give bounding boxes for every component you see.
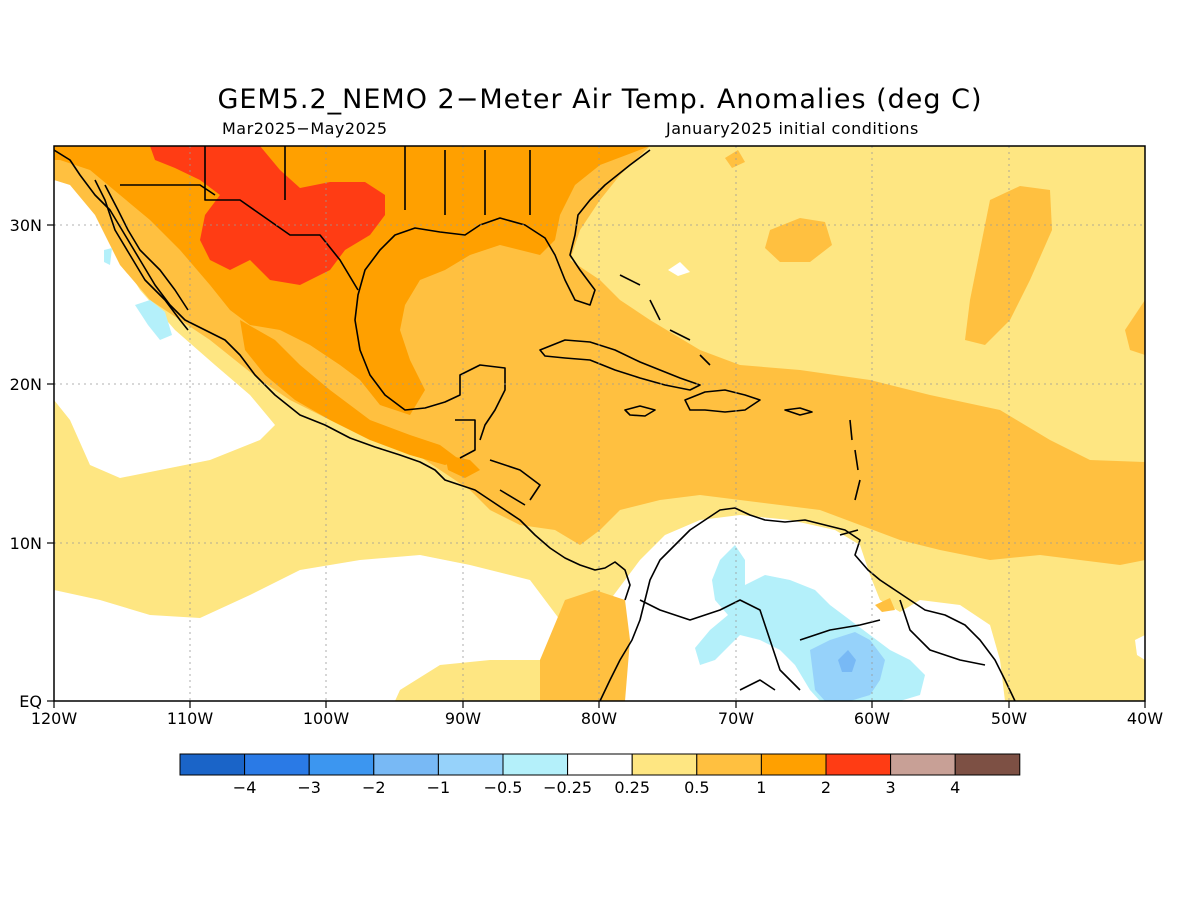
lon-label-100W: 100W xyxy=(303,709,350,728)
colorbar-label: 0.25 xyxy=(614,778,650,797)
coastlines xyxy=(54,146,1016,701)
colorbar-swatch xyxy=(308,753,375,776)
colorbar-swatch xyxy=(179,753,246,776)
anomaly-1-2-region-central-am xyxy=(445,455,480,478)
lat-label-30N: 30N xyxy=(10,216,42,235)
anomaly-0.5-1-region-atlantic-north xyxy=(765,218,832,262)
anomaly-1-2-region-pacific-coast xyxy=(240,320,460,465)
colorbar-label: 3 xyxy=(886,778,896,797)
colorbar-label: −1 xyxy=(427,778,451,797)
coastline-hispaniola xyxy=(684,389,761,413)
anomaly-field xyxy=(54,146,1145,701)
neutral-region-east-pacific xyxy=(54,555,560,701)
coastline-south-america xyxy=(599,507,1016,701)
lon-label-110W: 110W xyxy=(167,709,214,728)
neutral-region-east-edge xyxy=(1135,635,1145,660)
coastline-north-america xyxy=(54,149,631,601)
coastline-puerto-rico xyxy=(784,407,813,416)
colorbar-label: 0.5 xyxy=(684,778,709,797)
axis-ticks xyxy=(47,224,1146,708)
country-borders-south-america xyxy=(639,599,986,691)
lon-label-80W: 80W xyxy=(581,709,617,728)
anomaly-0.5-1-region-small-south xyxy=(875,598,895,612)
colorbar: −4 −3 −2 −1 −0.5 −0.25 0.25 0.5 1 2 3 4 xyxy=(179,753,1021,797)
colorbar-swatch xyxy=(890,753,956,776)
colorbar-swatch xyxy=(696,753,762,776)
initial-conditions: January2025 initial conditions xyxy=(666,119,919,138)
anomaly-neg-0.5-region-pacific-small xyxy=(104,248,112,265)
lat-label-20N: 20N xyxy=(10,375,42,394)
country-borders-north-america xyxy=(120,146,531,291)
graticule xyxy=(54,146,1145,701)
anomaly-neg-0.5-region-pacific xyxy=(135,300,172,340)
colorbar-swatch xyxy=(954,753,1021,776)
coastline-jamaica xyxy=(624,405,656,417)
colorbar-swatch xyxy=(244,753,310,776)
colorbar-label: 4 xyxy=(950,778,960,797)
lon-label-50W: 50W xyxy=(991,709,1027,728)
lon-label-120W: 120W xyxy=(31,709,78,728)
country-borders-central-america xyxy=(455,419,541,506)
latitude-labels: EQ 10N 20N 30N xyxy=(10,216,42,711)
colorbar-label: −3 xyxy=(297,778,321,797)
lon-label-60W: 60W xyxy=(854,709,890,728)
coastline-baja-california xyxy=(94,179,189,331)
anomaly-2-3-region-mexico xyxy=(150,146,385,285)
coastline-lesser-antilles xyxy=(619,274,861,536)
colorbar-label: −4 xyxy=(233,778,257,797)
colorbar-swatch xyxy=(825,753,892,776)
colorbar-swatch xyxy=(567,753,633,776)
longitude-labels: 120W 110W 100W 90W 80W 70W 60W 50W 40W xyxy=(31,709,1163,728)
anomaly-0.5-1-region-small-north xyxy=(725,150,745,168)
colorbar-swatch xyxy=(760,753,827,776)
forecast-period: Mar2025−May2025 xyxy=(222,119,388,138)
colorbar-swatch xyxy=(631,753,698,776)
coastline-gulf-of-mexico xyxy=(354,149,651,441)
map-title: GEM5.2_NEMO 2−Meter Air Temp. Anomalies … xyxy=(217,84,983,115)
coastline-cuba xyxy=(539,339,701,391)
lat-label-EQ: EQ xyxy=(19,692,42,711)
lon-label-70W: 70W xyxy=(718,709,754,728)
colorbar-swatch xyxy=(373,753,439,776)
lon-label-40W: 40W xyxy=(1127,709,1163,728)
colorbar-label: 1 xyxy=(756,778,766,797)
colorbar-swatch xyxy=(437,753,504,776)
colorbar-label: −2 xyxy=(362,778,386,797)
anomaly-0.5-1-region-atlantic-east xyxy=(965,186,1052,345)
lon-label-90W: 90W xyxy=(445,709,481,728)
colorbar-label: 2 xyxy=(821,778,831,797)
anomaly-0.5-1-region-east-edge xyxy=(1125,300,1145,355)
lat-label-10N: 10N xyxy=(10,534,42,553)
colorbar-label: −0.5 xyxy=(484,778,523,797)
neutral-region-atlantic xyxy=(668,262,690,276)
anomaly-neg-2-region-south-america xyxy=(838,650,856,672)
colorbar-label: −0.25 xyxy=(543,778,592,797)
anomaly-0.5-1-region-south-pacific xyxy=(540,590,630,701)
colorbar-swatch xyxy=(502,753,569,776)
